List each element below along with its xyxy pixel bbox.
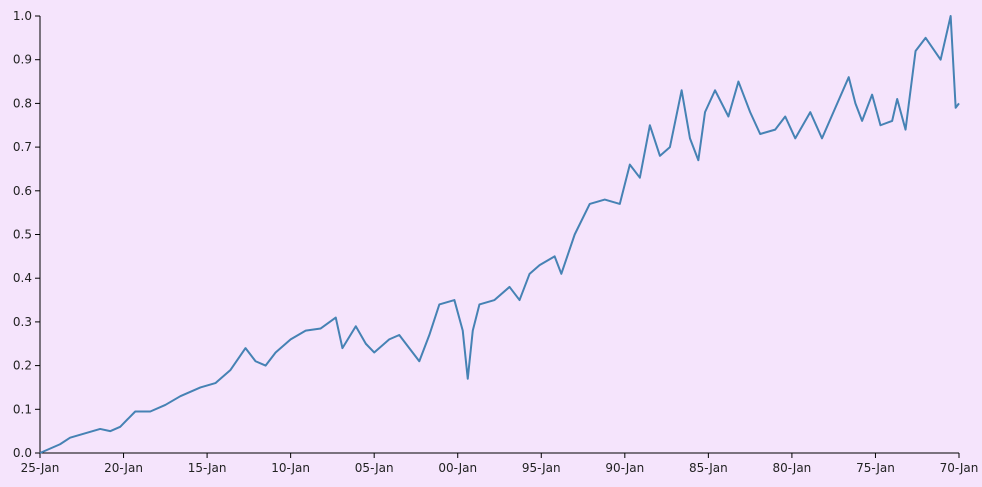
y-tick-label: 0.5 xyxy=(13,228,32,242)
y-tick-label: 0.1 xyxy=(13,402,32,416)
x-tick-label: 90-Jan xyxy=(605,461,644,475)
y-tick-label: 0.8 xyxy=(13,96,32,110)
x-tick-label: 80-Jan xyxy=(773,461,812,475)
y-tick-label: 0.7 xyxy=(13,140,32,154)
x-tick-label: 25-Jan xyxy=(21,461,60,475)
y-tick-label: 0.0 xyxy=(13,446,32,460)
x-tick-label: 15-Jan xyxy=(188,461,227,475)
x-tick-label: 20-Jan xyxy=(104,461,143,475)
line xyxy=(39,15,960,454)
x-tick-label: 95-Jan xyxy=(522,461,561,475)
x-tick-label: 10-Jan xyxy=(271,461,310,475)
y-tick-label: 0.3 xyxy=(13,315,32,329)
x-tick-label: 75-Jan xyxy=(856,461,895,475)
y-tick-label: 0.6 xyxy=(13,184,32,198)
x-tick-label: 00-Jan xyxy=(438,461,477,475)
y-tick-label: 0.9 xyxy=(13,53,32,67)
x-tick-label: 05-Jan xyxy=(355,461,394,475)
y-tick-label: 1.0 xyxy=(13,9,32,23)
y-tick-label: 0.2 xyxy=(13,359,32,373)
y-tick-label: 0.4 xyxy=(13,271,32,285)
x-tick-label: 85-Jan xyxy=(689,461,728,475)
x-tick-label: 70-Jan xyxy=(940,461,979,475)
